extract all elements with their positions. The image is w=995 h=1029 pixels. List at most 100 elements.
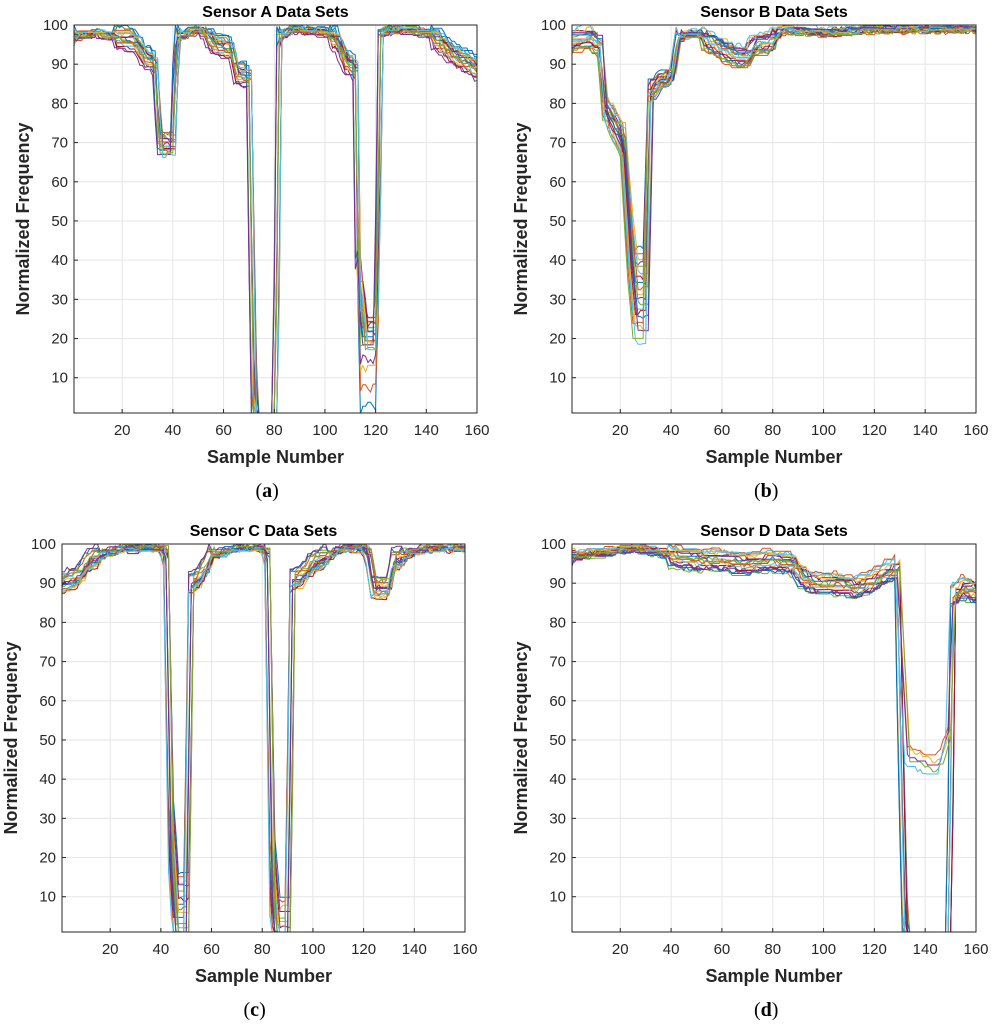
series-line-a-19: [74, 27, 477, 413]
plot-frame: [73, 24, 478, 414]
chart-title: Sensor D Data Sets: [700, 523, 848, 540]
y-tick-label: 80: [39, 614, 56, 631]
y-tick-label: 80: [549, 95, 566, 112]
y-axis-label: Normalized Frequency: [13, 122, 33, 315]
series-line-c-11: [62, 544, 465, 932]
y-tick-label: 50: [51, 213, 68, 230]
y-tick-label: 10: [549, 889, 566, 906]
x-tick-label: 80: [254, 941, 271, 958]
series-line-c-20: [62, 547, 465, 932]
y-tick-label: 30: [39, 810, 56, 827]
x-tick-label: 60: [714, 422, 731, 439]
chart-panel-b: 20 40 60 80 100 120 140 160 10 20 30 40 50 60 70 80 90 10…: [498, 0, 995, 515]
y-tick-label: 70: [39, 654, 56, 671]
x-axis-label: Sample Number: [705, 966, 842, 986]
panel-caption: (d): [754, 999, 778, 1021]
y-tick-label: 40: [51, 252, 68, 269]
series-group: [572, 25, 976, 345]
x-tick-label: 160: [963, 422, 988, 439]
y-tick-label: 80: [51, 95, 68, 112]
x-tick-label: 40: [165, 422, 182, 439]
y-tick-label: 100: [43, 17, 68, 34]
chart-title: Sensor B Data Sets: [700, 4, 848, 21]
series-line-d-17: [572, 545, 976, 764]
series-line-b-20: [572, 26, 976, 345]
chart-title: Sensor A Data Sets: [202, 4, 349, 21]
series-group: [62, 544, 465, 932]
x-tick-label: 80: [764, 941, 781, 958]
chart-panel-c: 20 40 60 80 100 120 140 160 10 20 30 40 50 60 70 80 90 10…: [0, 518, 497, 1029]
series-line-b-13: [572, 25, 976, 310]
x-tick-label: 80: [266, 422, 283, 439]
chart-title: Sensor C Data Sets: [190, 523, 338, 540]
x-tick-label: 120: [862, 422, 887, 439]
plot-frame: [571, 24, 977, 414]
series-line-d-15: [572, 549, 976, 932]
x-tick-label: 20: [612, 422, 629, 439]
series-line-d-13: [572, 546, 976, 932]
x-tick-label: 160: [464, 422, 489, 439]
y-tick-label: 50: [549, 732, 566, 749]
x-tick-label: 60: [215, 422, 232, 439]
x-tick-label: 120: [363, 422, 388, 439]
y-tick-label: 60: [549, 693, 566, 710]
chart-panel-d: 20 40 60 80 100 120 140 160 10 20 30 40 50 60 70 80 90 10…: [498, 518, 995, 1029]
y-tick-label: 70: [51, 135, 68, 152]
y-tick-label: 90: [549, 56, 566, 73]
series-line-b-18: [572, 25, 976, 332]
x-tick-label: 160: [452, 941, 477, 958]
chart-a-svg: 20 40 60 80 100 120 140 160 10 20 30 40 50 60 70 80 90 10…: [13, 4, 490, 502]
y-tick-label: 30: [549, 810, 566, 827]
plot-frame: [571, 543, 977, 933]
x-tick-label: 100: [312, 422, 337, 439]
x-tick-label: 20: [102, 941, 119, 958]
y-tick-label: 40: [549, 771, 566, 788]
chart-d-svg: 20 40 60 80 100 120 140 160 10 20 30 40 50 60 70 80 90 10…: [511, 523, 989, 1021]
y-tick-label: 20: [51, 331, 68, 348]
y-tick-label: 40: [39, 771, 56, 788]
y-tick-label: 20: [549, 850, 566, 867]
y-tick-label: 10: [39, 889, 56, 906]
chart-b-svg: 20 40 60 80 100 120 140 160 10 20 30 40 50 60 70 80 90 10…: [511, 4, 989, 502]
x-tick-label: 60: [203, 941, 220, 958]
x-axis-label: Sample Number: [207, 447, 344, 467]
y-tick-label: 20: [39, 850, 56, 867]
x-tick-label: 100: [811, 422, 836, 439]
x-tick-label: 140: [913, 941, 938, 958]
x-axis-label: Sample Number: [195, 966, 332, 986]
series-line-d-18: [572, 547, 976, 766]
series-line-a-18: [74, 29, 477, 413]
y-tick-label: 80: [549, 614, 566, 631]
x-tick-label: 120: [862, 941, 887, 958]
y-axis-label: Normalized Frequency: [1, 641, 21, 834]
x-tick-label: 140: [402, 941, 427, 958]
x-tick-label: 120: [351, 941, 376, 958]
panel-caption: (b): [754, 480, 778, 502]
y-tick-label: 10: [549, 370, 566, 387]
x-tick-label: 40: [663, 422, 680, 439]
x-tick-label: 20: [612, 941, 629, 958]
y-tick-label: 100: [541, 536, 566, 553]
y-tick-label: 90: [51, 56, 68, 73]
y-tick-label: 100: [541, 17, 566, 34]
panel-caption: (c): [244, 999, 266, 1021]
x-tick-label: 20: [114, 422, 131, 439]
y-tick-label: 60: [51, 174, 68, 191]
series-group: [74, 25, 477, 413]
x-tick-label: 140: [913, 422, 938, 439]
chart-c-svg: 20 40 60 80 100 120 140 160 10 20 30 40 50 60 70 80 90 10…: [1, 523, 478, 1021]
x-tick-label: 40: [663, 941, 680, 958]
y-axis-label: Normalized Frequency: [511, 122, 531, 315]
y-axis-label: Normalized Frequency: [511, 641, 531, 834]
x-axis-label: Sample Number: [705, 447, 842, 467]
chart-panel-a: 20 40 60 80 100 120 140 160 10 20 30 40 50 60 70 80 90 10…: [0, 0, 497, 515]
y-tick-label: 50: [549, 213, 566, 230]
y-tick-label: 60: [549, 174, 566, 191]
x-tick-label: 100: [300, 941, 325, 958]
x-tick-label: 60: [714, 941, 731, 958]
series-line-a-20: [74, 25, 477, 413]
x-tick-label: 140: [414, 422, 439, 439]
plot-frame: [61, 543, 466, 933]
x-tick-label: 100: [811, 941, 836, 958]
series-line-d-20: [572, 544, 976, 775]
